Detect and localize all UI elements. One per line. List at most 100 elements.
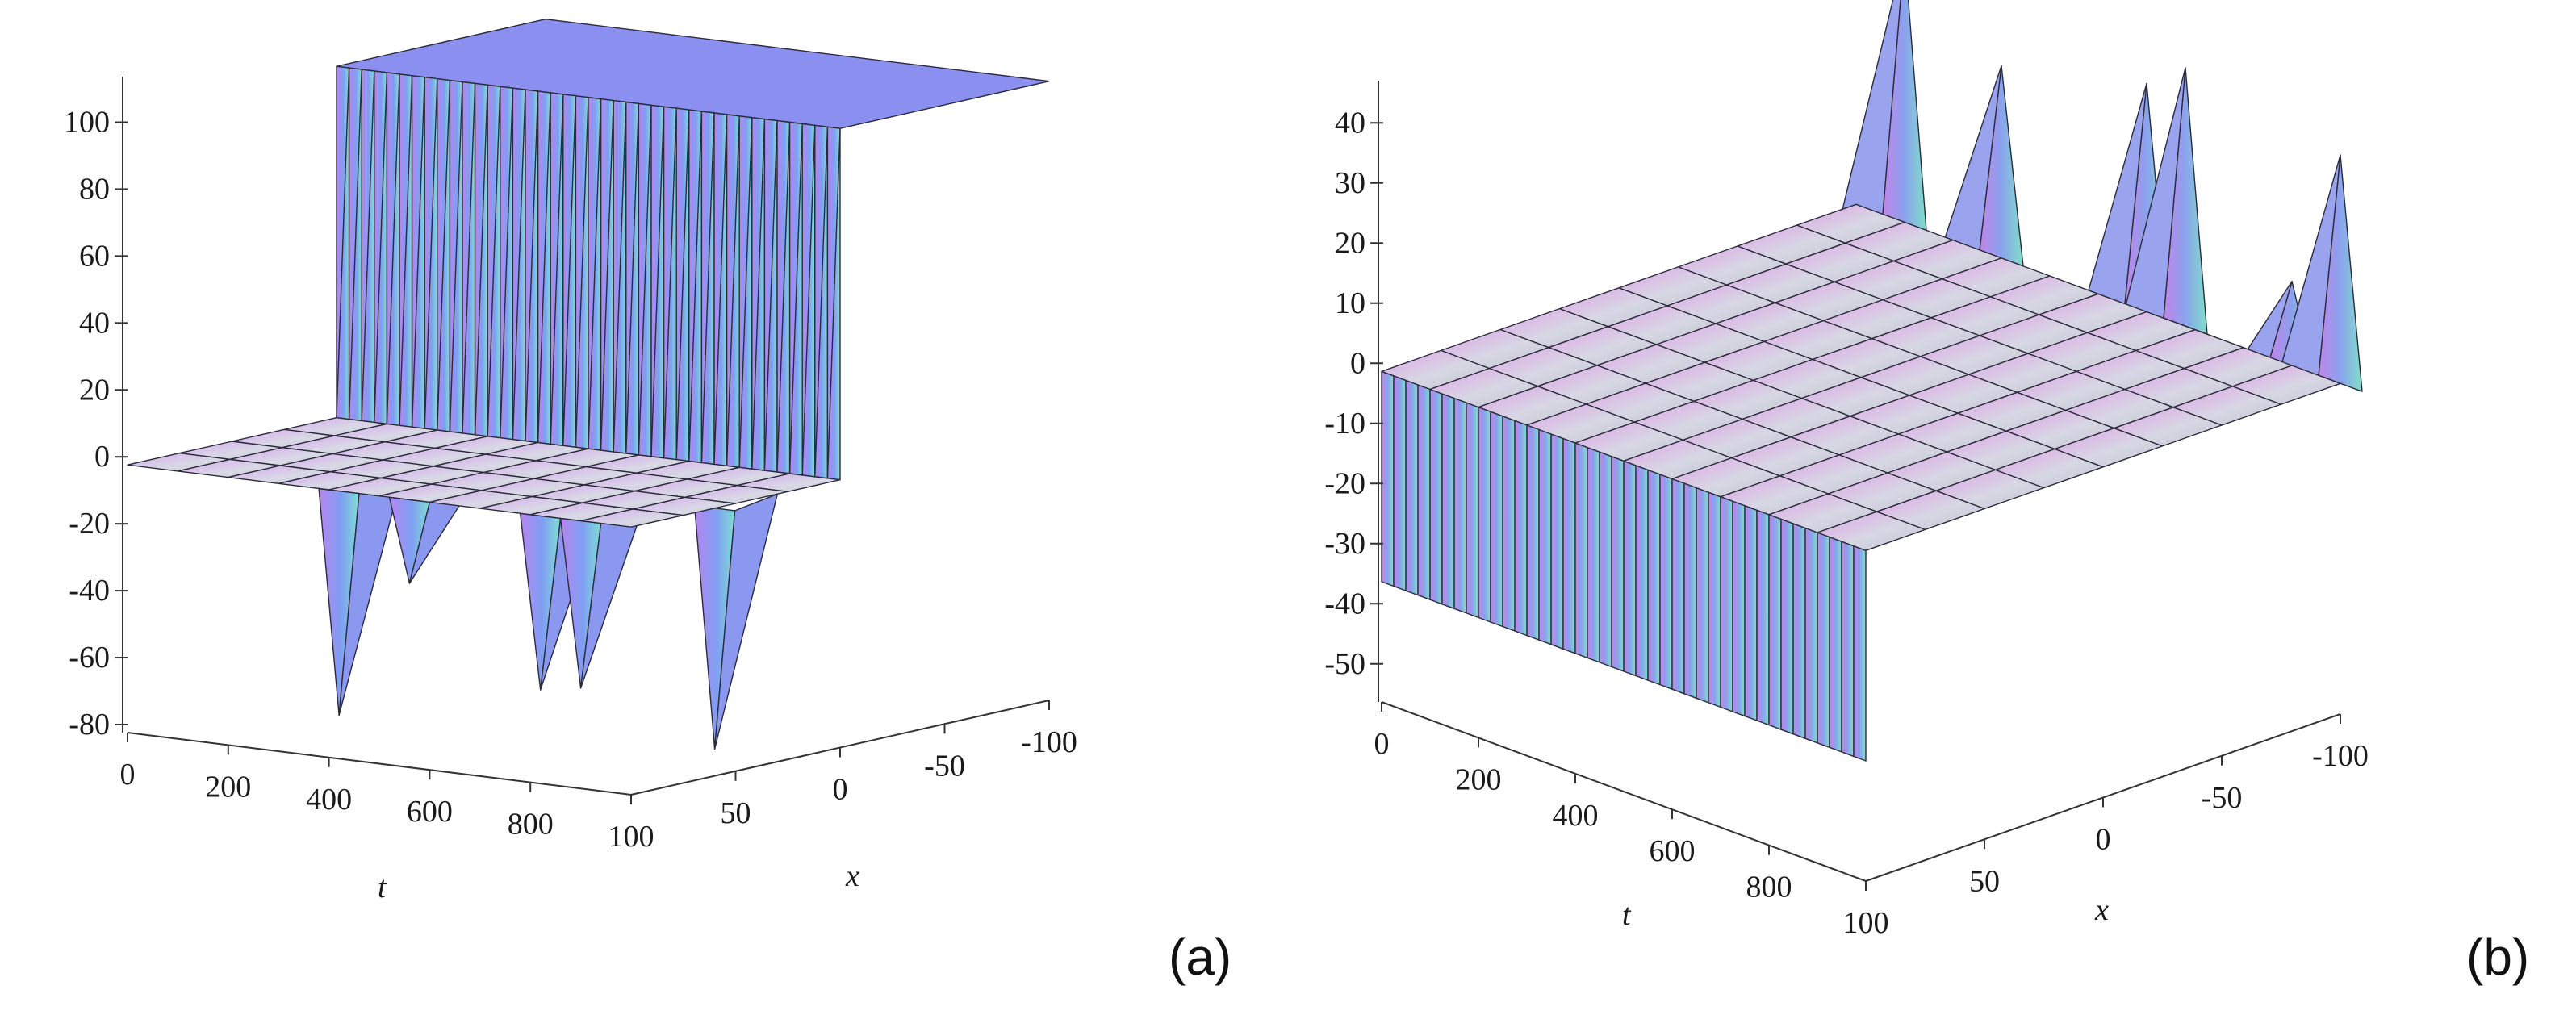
surface-wall-edge — [474, 85, 488, 435]
surface-wall-edge — [562, 95, 577, 446]
surface-wall-facet — [1623, 460, 1637, 677]
z-tick-label: 0 — [94, 440, 110, 474]
z-tick-label: 100 — [64, 105, 110, 139]
z-tick-label: -80 — [69, 708, 110, 741]
panel-label-b: (b) — [2466, 928, 2529, 986]
z-tick-label: -40 — [69, 574, 110, 608]
surface-plateau-cell — [737, 473, 841, 492]
surface-wall-edge — [525, 91, 539, 441]
surface-wall-edge — [751, 119, 766, 470]
surface-wall-edge — [726, 115, 740, 466]
surface-wall-facet — [1453, 397, 1467, 614]
surface-a — [127, 19, 1050, 750]
surface-wall-facet — [1393, 375, 1407, 591]
surface-wall-edge — [738, 117, 753, 468]
surface-wall-edge — [399, 75, 413, 426]
surface-wall-facet — [1611, 456, 1625, 672]
surface-wall-edge — [500, 88, 514, 438]
surface-wall-facet — [1756, 509, 1770, 726]
surface-spike — [713, 493, 778, 750]
surface-wall-facet — [1853, 545, 1867, 762]
z-tick-label: -20 — [1324, 466, 1365, 500]
surface-wall-facet — [1804, 527, 1818, 744]
surface-wall-facet — [1720, 496, 1733, 712]
surface-wall-facet — [1829, 536, 1842, 753]
x-tick-label: 100 — [608, 820, 654, 854]
surface-wall-edge — [487, 86, 501, 436]
x-tick-label: 0 — [2096, 823, 2111, 857]
x-tick-label: 50 — [721, 796, 751, 830]
x-axis-title-b: x — [2094, 893, 2109, 927]
z-tick-label: 80 — [79, 172, 110, 206]
t-axis-title-b: t — [1622, 898, 1632, 932]
surface-wall-edge — [625, 103, 640, 454]
surface-wall-edge — [411, 77, 425, 428]
surface-wall-facet — [1732, 500, 1746, 717]
x-tick-label: 0 — [833, 773, 848, 807]
surface-wall-edge — [788, 123, 803, 474]
surface-wall-edge — [424, 78, 438, 429]
z-tick-label: 20 — [1335, 226, 1365, 260]
t-tick-label: 0 — [120, 758, 136, 792]
t-tick-label: 200 — [1456, 762, 1502, 796]
surface-wall-facet — [1441, 393, 1455, 609]
surface-wall-edge — [826, 128, 841, 478]
z-tick-label: 30 — [1335, 166, 1365, 200]
surface-wall-edge — [348, 69, 362, 420]
surface-wall-facet — [1587, 446, 1600, 663]
surface-wall-facet — [1381, 370, 1395, 587]
surface-wall-facet — [1514, 420, 1528, 637]
surface-wall-edge — [374, 72, 388, 423]
t-tick-label: 600 — [407, 795, 453, 829]
surface-wall-edge — [437, 80, 451, 431]
surface-plot-b: 403020100-10-20-30-40-500200400600800100… — [1324, 0, 2529, 986]
x-tick-label: -50 — [2202, 781, 2243, 815]
surface-wall-edge — [386, 73, 400, 424]
t-tick-label: 800 — [1746, 871, 1792, 904]
surface-wall-facet — [1841, 541, 1855, 758]
surface-wall-edge — [663, 108, 677, 458]
surface-b — [1381, 0, 2363, 762]
x-tick-label: -100 — [2312, 739, 2369, 773]
z-tick-label: -50 — [1324, 647, 1365, 681]
surface-wall-facet — [1744, 505, 1758, 721]
surface-wall-facet — [1562, 437, 1576, 654]
t-tick-label: 400 — [1553, 799, 1599, 833]
surface-wall-facet — [1671, 478, 1685, 695]
z-tick-label: -10 — [1324, 407, 1365, 441]
surface-wall-facet — [1574, 442, 1588, 659]
surface-wall-facet — [1599, 451, 1612, 668]
surface-wall-facet — [1792, 523, 1806, 739]
surface-wall-facet — [1683, 482, 1697, 699]
z-tick-label: 40 — [79, 306, 110, 340]
x-tick-label: -100 — [1021, 725, 1077, 759]
x-tick-label: 100 — [1843, 906, 1889, 940]
surface-wall-facet — [1417, 384, 1431, 600]
surface-wall-facet — [1502, 416, 1516, 632]
surface-wall-edge — [588, 98, 602, 449]
z-tick-label: 60 — [79, 239, 110, 273]
surface-wall-facet — [1550, 433, 1564, 650]
z-tick-label: -20 — [69, 507, 110, 541]
z-tick-label: -30 — [1324, 527, 1365, 561]
surface-wall-facet — [1635, 465, 1649, 681]
surface-wall-facet — [1647, 469, 1661, 686]
surface-wall-edge — [700, 112, 715, 463]
surface-wall-facet — [1659, 474, 1673, 690]
surface-wall-edge — [763, 120, 778, 471]
surface-wall-edge — [713, 114, 728, 465]
surface-wall-edge — [613, 102, 627, 453]
surface-wall-facet — [1429, 388, 1443, 605]
surface-wall-edge — [336, 68, 350, 418]
z-tick-label: 0 — [1350, 346, 1365, 380]
t-tick-label: 200 — [205, 770, 251, 804]
surface-wall-facet — [1708, 491, 1721, 708]
surface-wall-facet — [1817, 532, 1830, 748]
panel-label-a: (a) — [1169, 928, 1232, 986]
x-tick-label: 50 — [1969, 864, 2000, 898]
z-tick-label: 20 — [79, 373, 110, 407]
surface-wall-edge — [675, 110, 690, 460]
surface-wall-edge — [537, 92, 551, 443]
